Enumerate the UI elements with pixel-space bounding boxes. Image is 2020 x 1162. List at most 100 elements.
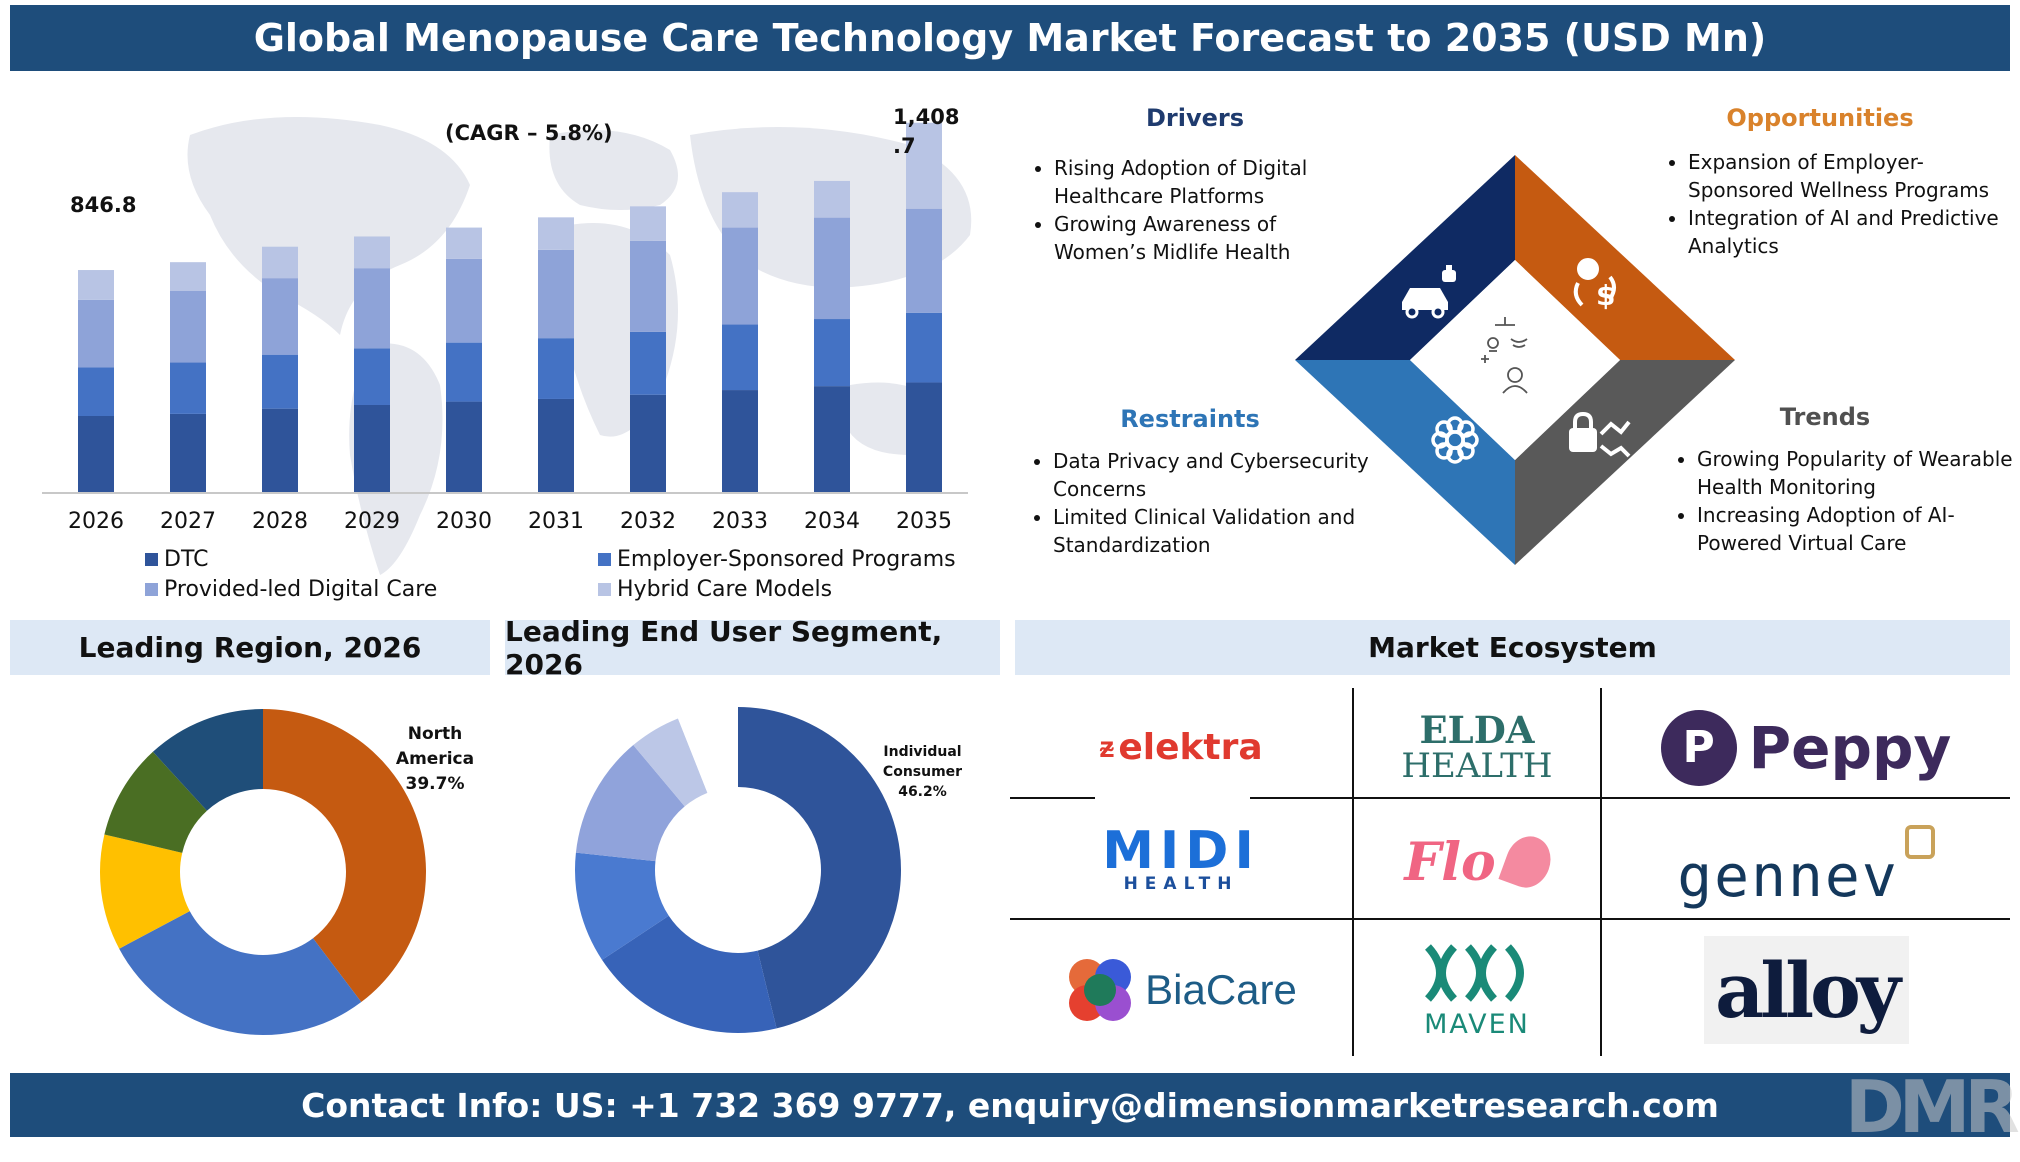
x-tick-label: 2028 — [252, 509, 308, 534]
logo-gennev-text: gennev — [1677, 842, 1899, 910]
logo-elda-health: ELDA HEALTH — [1354, 700, 1600, 795]
opportunities-item: Integration of AI and Predictive Analyti… — [1688, 204, 2018, 260]
bar-segment-employer-sponsored-programs-2030 — [446, 342, 482, 402]
drivers-title: Drivers — [1145, 104, 1245, 132]
bar-segment-provided-led-digital-care-2027 — [170, 290, 206, 363]
lock-trend-icon — [1569, 411, 1631, 458]
leading-region-header: Leading Region, 2026 — [10, 620, 490, 675]
grid-vline-2 — [1600, 688, 1602, 1056]
bar-segment-employer-sponsored-programs-2031 — [538, 338, 574, 399]
diamond-restraints-segment — [1295, 360, 1515, 565]
donut-slice-0 — [263, 709, 426, 1003]
biacare-mark-icon — [1069, 959, 1132, 1021]
end-user-callout-line1: Individual — [883, 744, 962, 760]
page-title: Global Menopause Care Technology Market … — [10, 5, 2010, 71]
x-tick-label: 2034 — [804, 509, 860, 534]
idea-dollar-icon: $ — [1573, 258, 1616, 312]
bar-segment-provided-led-digital-care-2028 — [262, 278, 298, 355]
bar-segment-dtc-2030 — [446, 401, 482, 492]
bar-segment-provided-led-digital-care-2031 — [538, 249, 574, 339]
legend-swatch-dtc — [145, 553, 158, 566]
restraints-list: Data Privacy and Cybersecurity Concerns … — [1025, 447, 1373, 559]
logo-elda-line1: ELDA — [1419, 707, 1535, 752]
trends-item: Increasing Adoption of AI-Powered Virtua… — [1697, 501, 2017, 557]
car-robot-icon — [1402, 265, 1456, 319]
bar-segment-dtc-2029 — [354, 404, 390, 492]
logo-midi-health: MIDI HEALTH — [1010, 812, 1352, 912]
gennev-mark-icon — [1904, 825, 1935, 859]
bar-segment-dtc-2033 — [722, 390, 758, 492]
bar-segment-hybrid-care-models-2034 — [814, 180, 850, 218]
donut-slice-2 — [575, 852, 669, 960]
grid-hline-2 — [1010, 918, 2010, 920]
leading-end-user-header: Leading End User Segment, 2026 — [505, 615, 1000, 681]
ai-person-icon — [1481, 317, 1528, 394]
bar-segment-hybrid-care-models-2029 — [354, 236, 390, 269]
bar-segment-employer-sponsored-programs-2034 — [814, 319, 850, 387]
logo-elda-line2: HEALTH — [1401, 745, 1553, 786]
legend-swatch-provided-led — [145, 583, 158, 596]
legend-swatch-employer — [598, 553, 611, 566]
donut-slice-3 — [575, 745, 685, 862]
x-tick-label: 2027 — [160, 509, 216, 534]
cagr-annotation: (CAGR – 5.8%) — [445, 121, 613, 145]
region-callout-line1: North — [407, 724, 463, 744]
logo-peppy: P Peppy — [1602, 700, 2010, 795]
bar-segment-employer-sponsored-programs-2035 — [906, 312, 942, 383]
restraints-item: Data Privacy and Cybersecurity Concerns — [1053, 447, 1373, 503]
bar-segment-hybrid-care-models-2031 — [538, 217, 574, 250]
bar-segment-provided-led-digital-care-2033 — [722, 227, 758, 325]
region-callout: North America 39.7% — [380, 722, 490, 797]
legend-label-hybrid: Hybrid Care Models — [617, 577, 833, 602]
bar-segment-employer-sponsored-programs-2028 — [262, 354, 298, 409]
diamond-trends-segment — [1515, 360, 1735, 565]
bar-segment-hybrid-care-models-2028 — [262, 246, 298, 279]
legend-swatch-hybrid — [598, 583, 611, 596]
dmr-watermark: DMR — [1845, 1065, 2020, 1149]
donut-slice-4 — [152, 709, 263, 811]
bar-segment-dtc-2032 — [630, 394, 666, 492]
drivers-list: Rising Adoption of Digital Healthcare Pl… — [1026, 154, 1344, 266]
legend-label-employer: Employer-Sponsored Programs — [617, 547, 956, 572]
bar-segment-dtc-2035 — [906, 382, 942, 492]
diamond-drivers-segment — [1295, 155, 1515, 360]
bar-segment-hybrid-care-models-2026 — [78, 270, 114, 300]
opportunities-list: Expansion of Employer-Sponsored Wellness… — [1660, 148, 2018, 260]
logo-midi-line1: MIDI — [1102, 821, 1260, 881]
bar-segment-employer-sponsored-programs-2027 — [170, 362, 206, 414]
logo-flo: Flo — [1354, 812, 1600, 912]
donut-slice-4 — [633, 718, 708, 807]
bar-segment-employer-sponsored-programs-2033 — [722, 324, 758, 391]
bar-label-last: 1,408 .7 — [893, 103, 959, 161]
legend-item-provided-led: Provided-led Digital Care — [145, 577, 437, 602]
legend-item-employer: Employer-Sponsored Programs — [598, 547, 956, 572]
bar-segment-employer-sponsored-programs-2026 — [78, 367, 114, 416]
bar-segment-hybrid-care-models-2027 — [170, 262, 206, 291]
bar-segment-provided-led-digital-care-2035 — [906, 208, 942, 313]
grid-hline-1b — [1250, 797, 2010, 799]
flo-leaf-icon — [1498, 830, 1558, 894]
bar-label-last-line2: .7 — [893, 134, 916, 158]
donut-slice-0 — [738, 707, 901, 1029]
region-donut-chart — [99, 709, 426, 1035]
grid-vline-1 — [1352, 688, 1354, 1056]
x-tick-label: 2030 — [436, 509, 492, 534]
logo-biacare-text: BiaCare — [1145, 966, 1297, 1013]
x-tick-label: 2035 — [896, 509, 952, 534]
logo-midi-line2: HEALTH — [1123, 874, 1239, 894]
contact-footer: Contact Info: US: +1 732 369 9777, enqui… — [10, 1073, 2010, 1137]
end-user-callout-line3: 46.2% — [898, 784, 947, 800]
donut-slice-1 — [602, 915, 777, 1033]
donut-slice-2 — [99, 834, 190, 949]
bar-label-first: 846.8 — [70, 193, 137, 217]
trends-title: Trends — [1779, 403, 1871, 431]
bar-segment-hybrid-care-models-2035 — [906, 122, 942, 209]
gear-flower-icon — [1431, 416, 1479, 464]
logo-gennev: gennev — [1602, 812, 2010, 912]
bar-label-last-line1: 1,408 — [893, 105, 960, 129]
bar-segment-hybrid-care-models-2030 — [446, 227, 482, 259]
diamond-graphic: $ — [1295, 155, 1735, 565]
trends-item: Growing Popularity of Wearable Health Mo… — [1697, 445, 2017, 501]
x-tick-label: 2029 — [344, 509, 400, 534]
diamond-center — [1410, 260, 1620, 460]
